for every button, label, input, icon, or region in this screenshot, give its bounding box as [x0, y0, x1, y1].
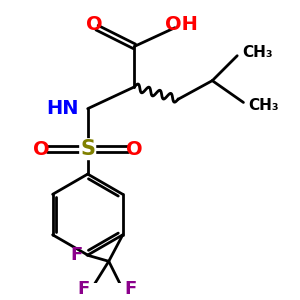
Text: HN: HN [46, 99, 78, 118]
Text: F: F [70, 246, 82, 264]
Text: S: S [80, 139, 95, 159]
Text: F: F [124, 280, 136, 298]
Text: O: O [126, 140, 143, 159]
Text: O: O [85, 15, 102, 34]
Text: CH₃: CH₃ [242, 45, 272, 60]
Text: OH: OH [165, 15, 198, 34]
Text: CH₃: CH₃ [248, 98, 279, 113]
Text: F: F [78, 280, 90, 298]
Text: O: O [33, 140, 49, 159]
